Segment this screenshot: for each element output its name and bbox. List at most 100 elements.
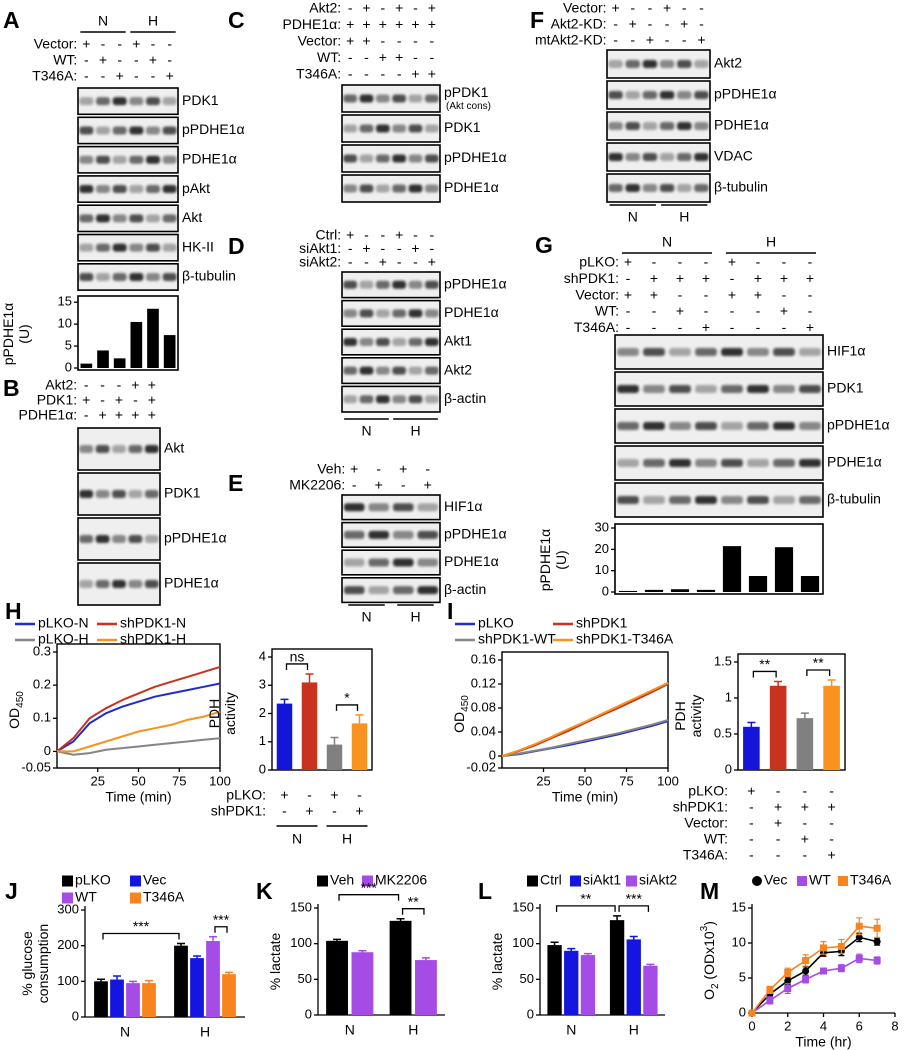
condition-sign: - — [776, 831, 781, 847]
blot-band — [659, 91, 675, 99]
condition-sign: - — [678, 254, 683, 270]
blot-band — [424, 309, 439, 318]
condition-sign: + — [149, 52, 157, 68]
legend-label: WT — [809, 872, 831, 888]
condition-sign: - — [665, 32, 670, 48]
blot-band — [408, 309, 423, 318]
error-bar — [629, 935, 638, 943]
condition-sign: - — [84, 377, 89, 393]
condition-label: T346A: — [32, 68, 77, 84]
blot-band — [625, 153, 640, 161]
blot-band — [128, 580, 143, 588]
legend-label: Veh — [330, 872, 354, 888]
blot-band — [343, 280, 358, 289]
blot-band — [162, 155, 177, 164]
significance-label: *** — [213, 911, 230, 927]
bar — [774, 547, 794, 592]
condition-sign: - — [380, 240, 385, 256]
condition-label: Vector: — [575, 286, 619, 302]
blot-label: PDHE1α — [444, 553, 499, 569]
blot-band — [112, 243, 127, 252]
blot-band — [747, 385, 769, 393]
condition-sign: - — [397, 66, 402, 82]
blot-band — [112, 185, 127, 194]
blot-band — [608, 184, 623, 192]
condition-sign: + — [132, 36, 140, 52]
condition-sign: - — [397, 33, 402, 49]
condition-label: T346A: — [683, 847, 728, 863]
blot-band — [162, 126, 177, 135]
significance-label: *** — [626, 891, 643, 907]
blot-label: Akt — [164, 440, 184, 456]
condition-sign: + — [280, 787, 288, 803]
y-tick-label: 200 — [57, 937, 79, 952]
blot-band — [392, 280, 407, 289]
blot-band — [625, 184, 640, 192]
blot-band — [617, 348, 639, 356]
condition-sign: - — [425, 461, 430, 477]
bar — [113, 358, 126, 368]
blot-band — [129, 126, 144, 135]
blot-band — [146, 272, 160, 281]
condition-label: Vector: — [684, 815, 728, 831]
condition-sign: - — [307, 787, 312, 803]
blot-label: Akt2 — [444, 361, 472, 377]
blot-band — [162, 97, 177, 106]
condition-label: Vector: — [298, 33, 342, 49]
blot-band — [643, 459, 665, 467]
bar — [163, 335, 176, 368]
significance-label: ns — [290, 649, 305, 665]
blot-band — [417, 558, 439, 567]
blot-label: β-actin — [444, 390, 486, 406]
blot-band — [343, 154, 358, 163]
y-axis-label-part: PDH — [672, 701, 688, 731]
blot-band — [669, 422, 691, 430]
error-bar — [280, 698, 289, 708]
blot-band — [408, 395, 423, 404]
blot-band — [146, 243, 160, 252]
point — [855, 933, 863, 941]
condition-sign: - — [756, 319, 761, 335]
condition-sign: - — [380, 0, 385, 16]
blot-band — [643, 385, 665, 393]
blot-band — [799, 422, 821, 430]
condition-label: Vector: — [563, 0, 607, 16]
condition-label: Vector: — [34, 36, 78, 52]
blot-band — [799, 496, 821, 504]
condition-sign: - — [397, 254, 402, 270]
blot-band — [162, 243, 177, 252]
blot-band — [643, 348, 665, 356]
y-tick-label: 100 — [57, 973, 79, 988]
error-bar — [330, 736, 339, 752]
condition-sign: + — [697, 32, 705, 48]
blot-band — [659, 153, 675, 161]
group-label: N — [361, 609, 371, 625]
blot-band — [608, 153, 623, 161]
legend-label: WT — [75, 889, 97, 905]
chart-frame — [501, 651, 669, 769]
blot-band — [695, 422, 717, 430]
blot — [341, 356, 441, 385]
condition-sign: + — [379, 254, 387, 270]
y-tick-label: -0.05 — [21, 759, 51, 774]
y-axis-label-part: activity — [688, 695, 704, 738]
bar — [222, 974, 236, 1017]
significance-bracket — [752, 670, 777, 678]
y-tick-label: 1 — [725, 689, 732, 704]
y-axis-label: % lactate — [489, 932, 505, 990]
blot — [341, 328, 441, 356]
blot — [77, 145, 179, 174]
condition-sign: - — [167, 52, 172, 68]
panel-letter: A — [3, 7, 20, 33]
blot-band — [368, 586, 390, 595]
condition-sign: + — [611, 0, 619, 16]
error-bar — [613, 915, 622, 925]
x-tick-label: 25 — [91, 773, 105, 788]
bar — [389, 920, 412, 1015]
blot-band — [608, 60, 623, 68]
blot-band — [642, 91, 658, 99]
condition-sign: - — [829, 783, 834, 799]
condition-label: Akt2: — [309, 0, 341, 16]
chart-frame — [614, 523, 824, 595]
y-tick-label: 100 — [290, 935, 312, 950]
